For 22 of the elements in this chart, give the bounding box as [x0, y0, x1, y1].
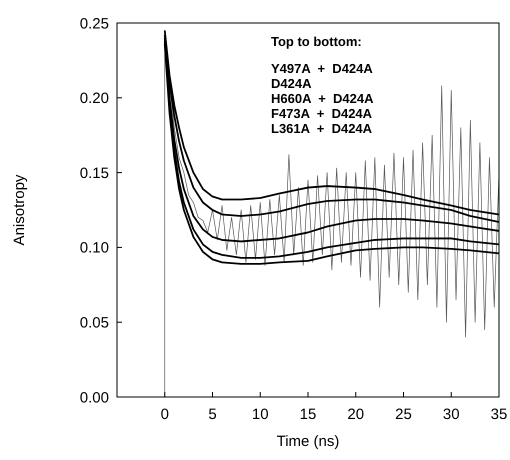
x-tick-label: 0 [160, 406, 169, 423]
x-tick-label: 30 [442, 406, 460, 423]
annotation: Top to bottom: [271, 34, 362, 49]
x-tick-label: 15 [300, 406, 316, 423]
annotation: L361A + D424A [271, 121, 373, 136]
x-tick-label: 20 [347, 406, 364, 423]
y-tick-label: 0.15 [80, 164, 109, 182]
annotation: D424A [271, 76, 312, 91]
y-tick-label: 0.10 [80, 240, 109, 257]
y-tick-label: 0.05 [80, 314, 109, 332]
x-tick-label: 25 [395, 406, 412, 423]
y-tick-label: 0.20 [80, 90, 109, 108]
x-tick-label: 35 [490, 406, 508, 423]
y-axis-title: Anisotropy [11, 174, 28, 246]
y-tick-label: 0.00 [80, 389, 109, 406]
x-tick-label: 5 [208, 406, 217, 423]
annotation: Y497A + D424A [271, 61, 374, 76]
x-tick-label: 10 [252, 406, 269, 423]
annotation: F473A + D424A [271, 106, 373, 121]
annotation: H660A + D424A [271, 91, 374, 106]
x-axis-title: Time (ns) [276, 433, 340, 450]
y-tick-label: 0.25 [80, 15, 109, 32]
